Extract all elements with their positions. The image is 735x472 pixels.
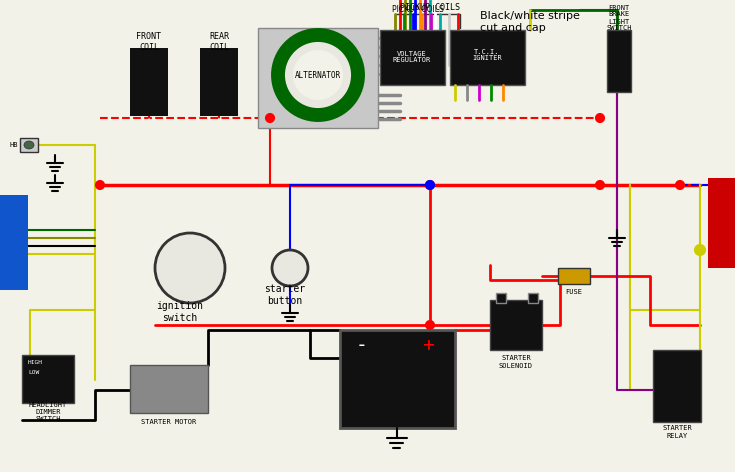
Text: FUSE: FUSE [565,289,583,295]
Circle shape [426,181,434,189]
Bar [380,30,445,85]
Circle shape [266,114,274,122]
Bar [490,300,542,350]
Text: HB: HB [10,142,18,148]
Circle shape [96,181,104,189]
Circle shape [596,114,604,122]
Circle shape [278,35,358,115]
Bar [258,28,378,128]
Text: FRONT
COIL: FRONT COIL [137,32,162,52]
Circle shape [426,181,434,189]
Text: STARTER MOTOR: STARTER MOTOR [141,419,197,425]
Bar [708,178,735,268]
Circle shape [293,50,343,100]
Text: ignition
switch: ignition switch [157,301,204,323]
Bar [130,365,208,413]
Bar [528,293,538,303]
Text: PICKUP COILS: PICKUP COILS [392,5,444,14]
Text: PICKUP COILS: PICKUP COILS [400,3,460,12]
Text: STARTER
SOLENOID: STARTER SOLENOID [499,355,533,369]
Bar [20,138,38,152]
Circle shape [695,245,705,255]
Circle shape [676,181,684,189]
Text: FRONT
BRAKE
LIGHT
SWITCH: FRONT BRAKE LIGHT SWITCH [606,5,632,32]
Bar [340,330,455,428]
Bar [0,195,28,290]
Bar [558,268,590,284]
Bar [200,48,238,116]
Text: STARTER
RELAY: STARTER RELAY [662,425,692,438]
Text: ALTERNATOR: ALTERNATOR [295,70,341,79]
Text: REAR
COIL: REAR COIL [209,32,229,52]
Text: LOW: LOW [28,370,39,374]
Text: Black/white stripe
cut and cap: Black/white stripe cut and cap [480,11,580,33]
Text: starter
button: starter button [265,284,306,306]
Circle shape [426,321,434,329]
Circle shape [596,181,604,189]
Text: -: - [356,336,368,354]
Text: HIGH: HIGH [28,361,43,365]
Text: T.C.I.
IGNITER: T.C.I. IGNITER [472,49,502,61]
Circle shape [155,233,225,303]
Bar [450,30,525,85]
Bar [496,293,506,303]
Text: HEADLIGHT
DIMMER
SWITCH: HEADLIGHT DIMMER SWITCH [29,402,67,422]
Circle shape [272,250,308,286]
Bar [653,350,701,422]
Text: +: + [422,336,434,354]
Bar [22,355,74,403]
Bar [607,30,631,92]
Ellipse shape [24,141,34,149]
Bar [130,48,168,116]
Text: VOLTAGE
REGULATOR: VOLTAGE REGULATOR [393,51,431,64]
